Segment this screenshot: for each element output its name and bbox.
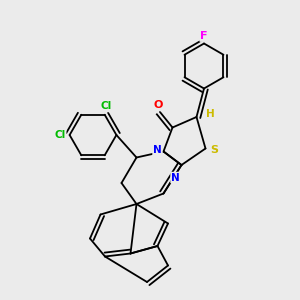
Text: N: N: [153, 145, 162, 155]
Text: H: H: [206, 109, 214, 119]
Text: Cl: Cl: [54, 130, 66, 140]
Text: O: O: [154, 100, 163, 110]
Text: F: F: [200, 31, 208, 41]
Text: N: N: [171, 172, 180, 183]
Text: Cl: Cl: [100, 101, 112, 111]
Text: S: S: [210, 145, 218, 155]
